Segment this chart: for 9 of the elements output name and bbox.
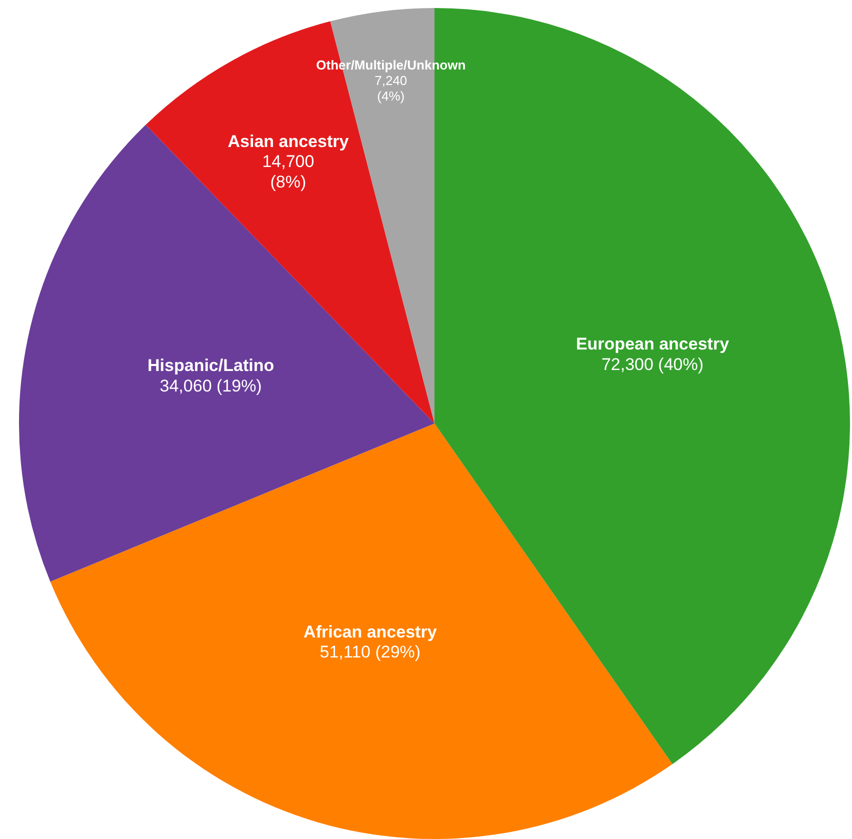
data-label: 72,300 (40%) <box>601 354 704 374</box>
slice-label: African ancestry <box>304 622 438 642</box>
data-label: 14,700 (8%) <box>262 152 314 192</box>
data-label: 34,060 (19%) <box>160 376 262 396</box>
data-label: 7,240 (4%) <box>374 72 408 104</box>
slice-label: Asian ancestry <box>228 132 350 151</box>
slice-label: European ancestry <box>576 334 730 354</box>
slice-label: Hispanic/Latino <box>148 356 274 376</box>
data-label: 51,110 (29%) <box>320 642 421 662</box>
